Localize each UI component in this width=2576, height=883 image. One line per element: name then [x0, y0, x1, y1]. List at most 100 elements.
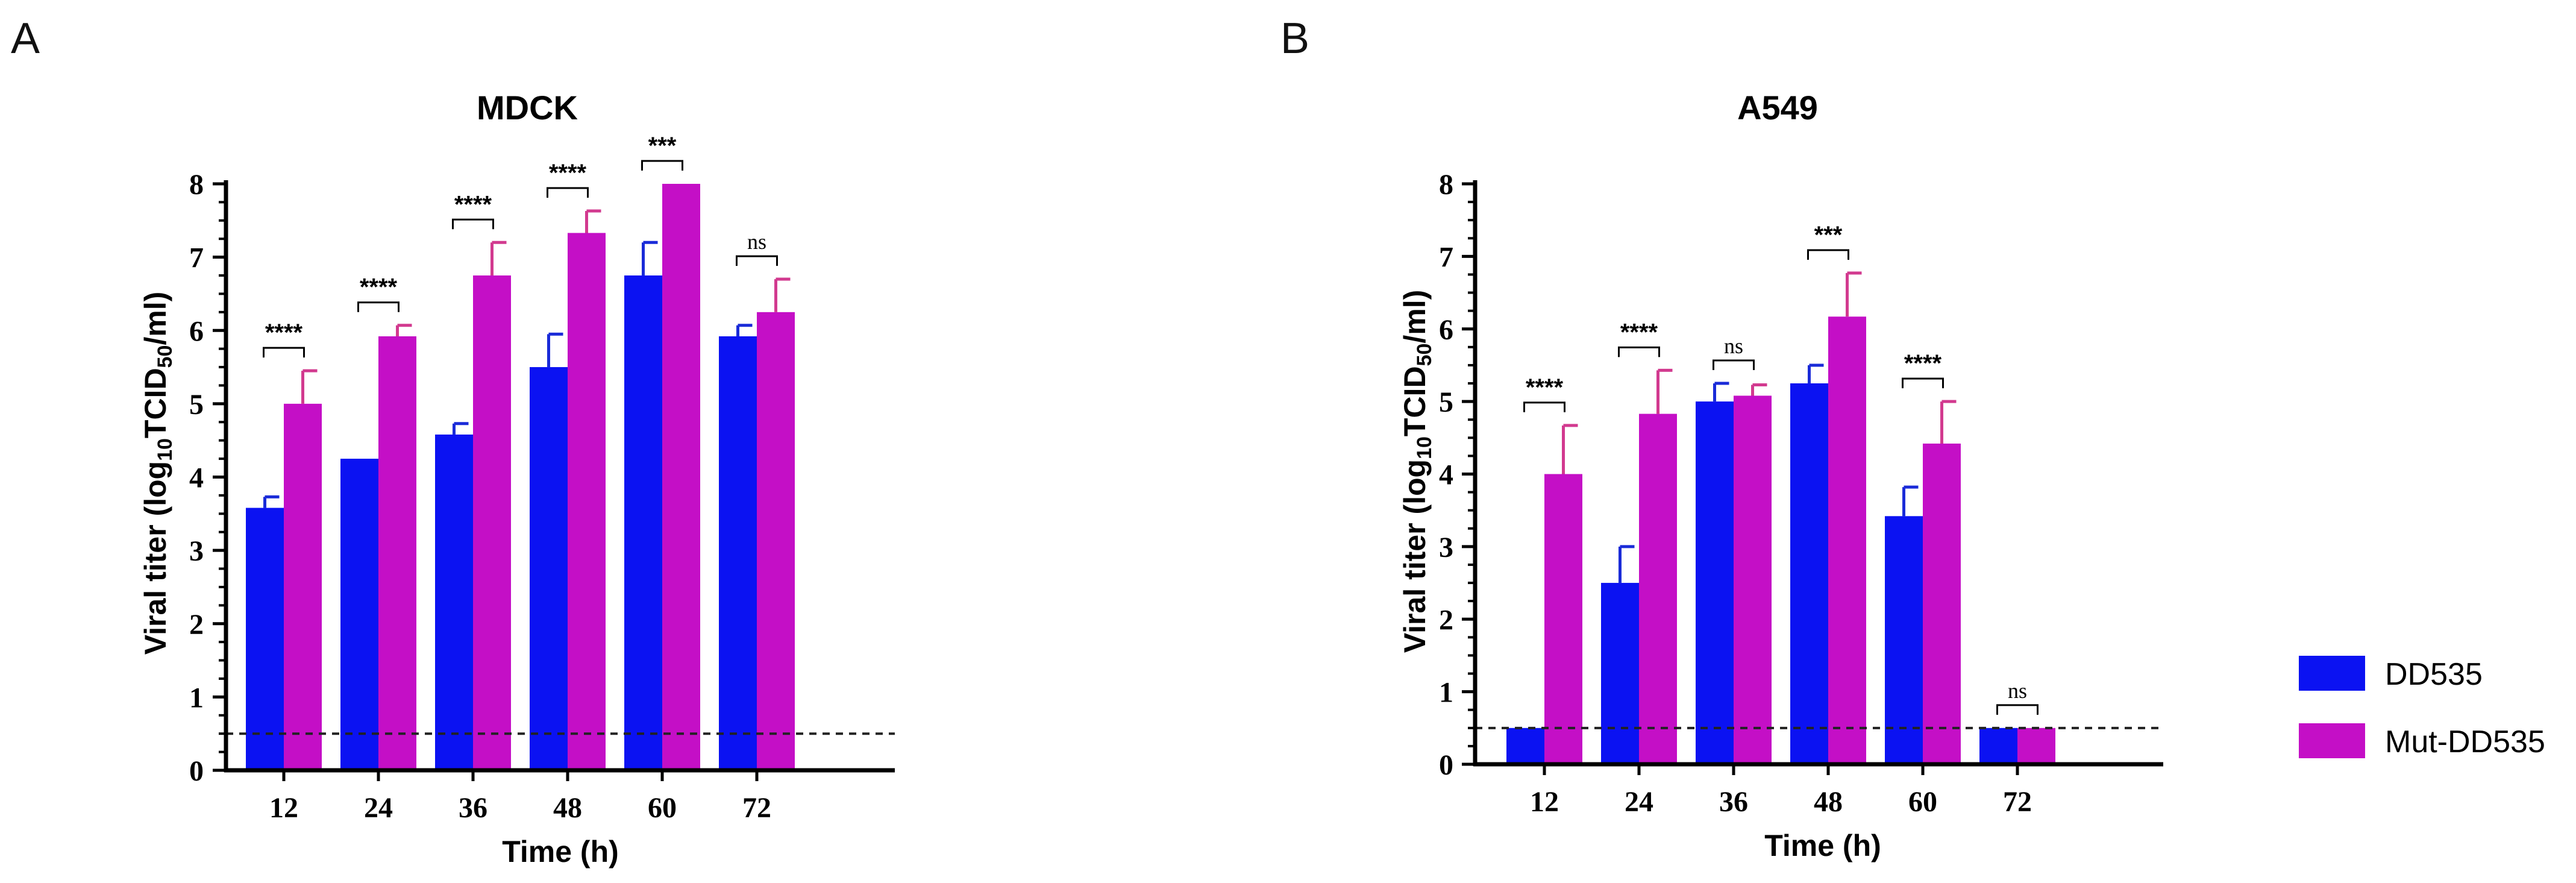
significance-bracket-12	[1523, 401, 1565, 412]
panel-letter-b: B	[1280, 14, 1309, 63]
y-tick-label-4: 4	[189, 462, 204, 494]
significance-label-48: ***	[1814, 222, 1843, 248]
chart-mdck: MDCK Time (h) Viral titer (log10TCID50/m…	[139, 89, 895, 869]
bar-dd535-36	[435, 434, 473, 770]
y-tick-label-3: 3	[1439, 532, 1453, 564]
y-tick-label-4: 4	[1439, 459, 1453, 491]
significance-bracket-72	[736, 255, 778, 266]
significance-label-72: ns	[747, 230, 766, 254]
y-tick-label-7: 7	[1439, 241, 1453, 273]
y-label-mid: TCID	[139, 368, 172, 438]
significance-label-12: ****	[1526, 374, 1564, 401]
y-tick-label-8: 8	[1439, 169, 1453, 201]
significance-bracket-36	[452, 218, 494, 230]
y-axis-label: Viral titer (log10TCID50/ml)	[1398, 290, 1436, 653]
bar-dd535-48	[1790, 383, 1828, 764]
x-axis-label: Time (h)	[502, 835, 619, 869]
y-tick-label-0: 0	[1439, 749, 1453, 781]
chart-title: MDCK	[477, 89, 578, 127]
significance-label-60: ***	[648, 133, 677, 159]
legend-swatch-mut-dd535	[2299, 723, 2365, 758]
significance-bracket-60	[641, 160, 683, 171]
bar-mut-dd535-60	[1923, 443, 1961, 764]
x-tick-label-24: 24	[364, 792, 393, 824]
x-tick-label-72: 72	[742, 792, 771, 824]
y-tick-label-8: 8	[189, 169, 204, 201]
y-axis-label: Viral titer (log10TCID50/ml)	[139, 292, 177, 655]
significance-label-24: ****	[360, 274, 398, 301]
x-tick-label-60: 60	[648, 792, 677, 824]
bar-dd535-24	[1601, 583, 1639, 764]
x-tick-label-36: 36	[459, 792, 487, 824]
y-label-sub2: 50	[154, 345, 177, 368]
y-tick-label-1: 1	[189, 682, 204, 714]
y-tick-label-5: 5	[189, 389, 204, 421]
y-tick-label-3: 3	[189, 535, 204, 567]
x-tick-label-72: 72	[2003, 786, 2032, 818]
y-label-sub1: 10	[1413, 436, 1436, 459]
legend: DD535 Mut-DD535	[2299, 656, 2545, 759]
bar-mut-dd535-12	[284, 403, 322, 770]
x-tick-label-12: 12	[269, 792, 298, 824]
y-label-post: /ml)	[139, 292, 172, 345]
y-tick-label-1: 1	[1439, 677, 1453, 709]
bar-mut-dd535-60	[662, 184, 700, 770]
x-tick-label-36: 36	[1719, 786, 1748, 818]
significance-label-36: ns	[1724, 334, 1743, 358]
bar-dd535-12	[1506, 727, 1544, 764]
x-tick-label-12: 12	[1530, 786, 1559, 818]
legend-label-mut-dd535: Mut-DD535	[2385, 724, 2545, 759]
bar-mut-dd535-12	[1544, 474, 1582, 764]
bar-dd535-60	[624, 275, 662, 770]
significance-bracket-12	[263, 347, 305, 358]
bar-dd535-48	[530, 367, 568, 770]
significance-bracket-36	[1713, 359, 1755, 371]
y-tick-label-6: 6	[189, 315, 204, 347]
chart-a549: A549 Time (h) Viral titer (log10TCID50/m…	[1398, 89, 2163, 863]
bar-dd535-24	[340, 459, 378, 770]
legend-swatch-dd535	[2299, 656, 2365, 691]
y-tick-label-5: 5	[1439, 386, 1453, 418]
significance-bracket-24	[357, 301, 400, 312]
y-tick-label-0: 0	[189, 755, 204, 787]
bar-dd535-60	[1885, 516, 1923, 764]
x-tick-label-48: 48	[553, 792, 582, 824]
x-tick-label-48: 48	[1814, 786, 1843, 818]
y-tick-label-2: 2	[189, 609, 204, 641]
significance-bracket-48	[547, 187, 589, 198]
chart-title: A549	[1737, 89, 1818, 127]
y-label-pre: Viral titer (log	[139, 461, 172, 655]
significance-label-48: ****	[549, 160, 587, 186]
bar-mut-dd535-36	[473, 275, 511, 770]
significance-label-60: ****	[1904, 350, 1942, 377]
y-tick-label-6: 6	[1439, 314, 1453, 346]
y-label-pre: Viral titer (log	[1398, 459, 1432, 653]
bar-dd535-72	[719, 336, 757, 770]
y-label-sub2: 50	[1413, 344, 1436, 366]
y-tick-label-7: 7	[189, 242, 204, 274]
y-label-mid: TCID	[1398, 366, 1432, 436]
x-tick-label-60: 60	[1908, 786, 1937, 818]
significance-bracket-48	[1807, 249, 1849, 260]
bar-mut-dd535-72	[757, 312, 795, 770]
bar-dd535-72	[1979, 727, 2017, 764]
bar-mut-dd535-48	[1828, 316, 1866, 764]
bar-mut-dd535-24	[378, 336, 416, 770]
bar-mut-dd535-72	[2017, 727, 2055, 764]
bar-dd535-36	[1696, 401, 1734, 764]
y-label-sub1: 10	[154, 438, 177, 461]
bar-mut-dd535-24	[1639, 413, 1677, 764]
bar-mut-dd535-36	[1734, 395, 1772, 764]
significance-label-72: ns	[2008, 679, 2027, 703]
significance-label-12: ****	[265, 319, 303, 346]
significance-bracket-60	[1902, 377, 1944, 389]
significance-label-36: ****	[454, 191, 492, 218]
legend-label-dd535: DD535	[2385, 657, 2483, 692]
x-tick-label-24: 24	[1625, 786, 1653, 818]
bar-dd535-12	[246, 507, 284, 770]
significance-label-24: ****	[1620, 319, 1658, 345]
bar-mut-dd535-48	[568, 233, 606, 770]
y-label-post: /ml)	[1398, 290, 1432, 344]
x-axis-label: Time (h)	[1764, 829, 1881, 863]
